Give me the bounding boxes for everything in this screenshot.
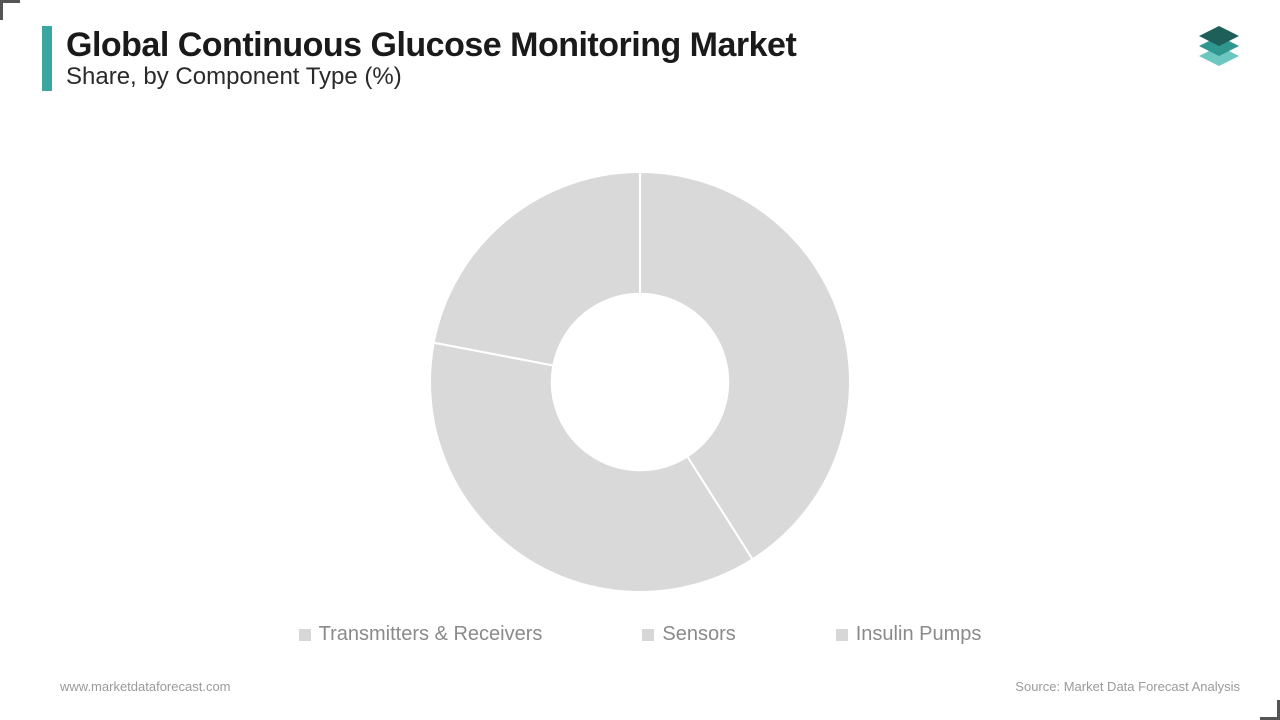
legend-label: Transmitters & Receivers <box>319 623 543 646</box>
footer-website: www.marketdataforecast.com <box>60 679 231 694</box>
legend-swatch-icon <box>299 629 311 641</box>
chart-title: Global Continuous Glucose Monitoring Mar… <box>66 26 796 65</box>
footer-source: Source: Market Data Forecast Analysis <box>1015 679 1240 694</box>
brand-logo-icon <box>1192 20 1246 74</box>
corner-mark-top-left-v <box>0 0 3 20</box>
logo-layers-icon <box>1199 26 1239 66</box>
legend-item-sensors: Sensors <box>642 623 735 646</box>
title-block: Global Continuous Glucose Monitoring Mar… <box>42 26 796 91</box>
legend-swatch-icon <box>642 629 654 641</box>
title-text: Global Continuous Glucose Monitoring Mar… <box>66 26 796 91</box>
title-accent-bar <box>42 26 52 91</box>
corner-mark-top-left-h <box>0 0 20 3</box>
legend-label: Sensors <box>662 623 735 646</box>
donut-slice <box>434 172 640 365</box>
legend-label: Insulin Pumps <box>856 623 982 646</box>
donut-chart <box>430 172 850 592</box>
legend-item-transmitters: Transmitters & Receivers <box>299 623 543 646</box>
chart-legend: Transmitters & Receivers Sensors Insulin… <box>0 623 1280 646</box>
legend-swatch-icon <box>836 629 848 641</box>
chart-subtitle: Share, by Component Type (%) <box>66 63 796 91</box>
legend-item-insulin-pumps: Insulin Pumps <box>836 623 982 646</box>
